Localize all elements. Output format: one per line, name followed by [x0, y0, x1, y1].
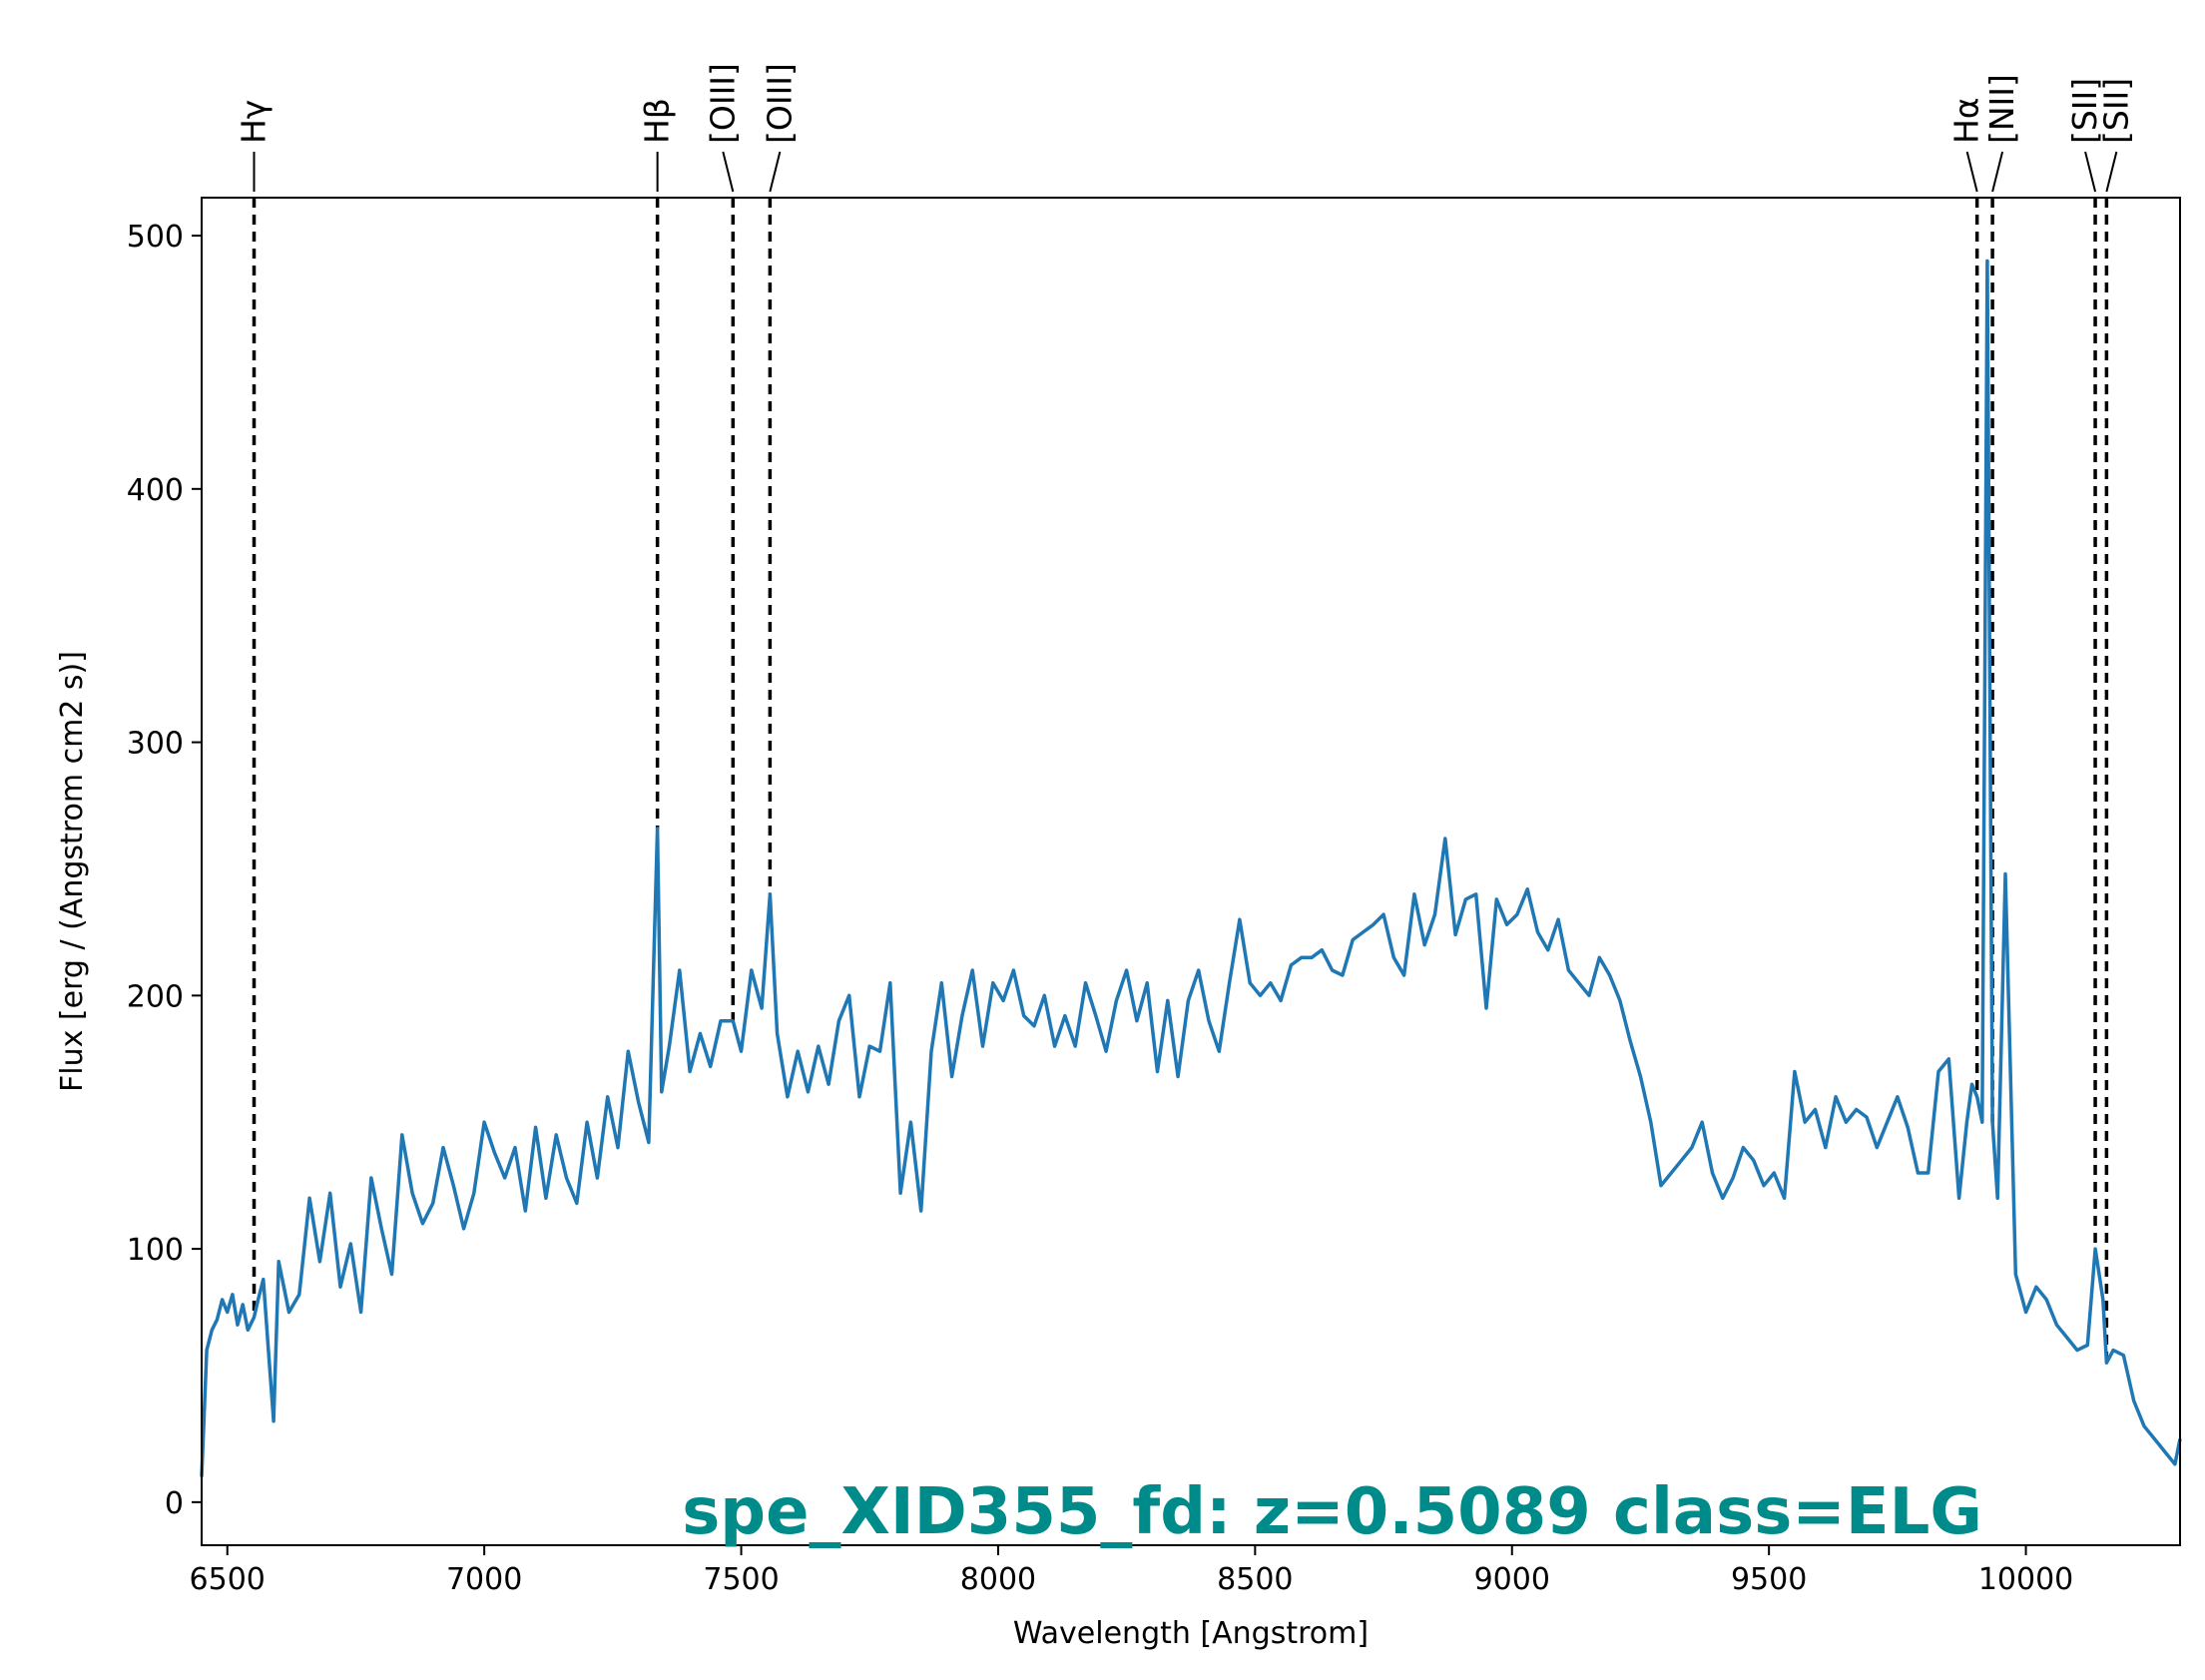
x-axis-ticks: 6500 7000 7500 8000 8500 9000 9500 10000 [190, 1545, 2073, 1597]
emission-line-label: Hβ [638, 98, 677, 144]
y-axis-ticks: 0 100 200 300 400 500 [127, 220, 202, 1521]
y-axis-label: Flux [erg / (Angstrom cm2 s)] [55, 651, 90, 1092]
emission-line-label: [NII] [1982, 74, 2021, 144]
emission-line-markers: Hγ Hβ [OIII] [OIII] Hα[NII] [SII][SII] [235, 63, 2135, 1364]
emission-line-connector [722, 151, 735, 193]
emission-line-label: [OIII] [760, 63, 799, 144]
emission-line-connector [1965, 151, 1978, 193]
plot-area [200, 259, 2182, 1477]
x-tick-label: 9000 [1474, 1562, 1550, 1597]
y-tick-label: 300 [127, 727, 184, 762]
y-tick-label: 500 [127, 220, 184, 255]
y-tick-label: 100 [127, 1233, 184, 1268]
x-tick-label: 7500 [703, 1562, 779, 1597]
emission-line-label: [OIII] [703, 63, 742, 144]
x-tick-label: 6500 [190, 1562, 266, 1597]
emission-line-connector [2084, 151, 2097, 193]
x-axis-label: Wavelength [Angstrom] [1013, 1616, 1369, 1651]
emission-line-connector [769, 151, 782, 193]
emission-line-label: Hα [1947, 97, 1986, 144]
x-tick-label: 8500 [1217, 1562, 1293, 1597]
spectrum-series-line [200, 259, 2182, 1477]
emission-line-label: [SII] [2065, 78, 2104, 144]
y-tick-label: 200 [127, 979, 184, 1014]
emission-line-label: [SII] [2096, 78, 2135, 144]
y-tick-label: 0 [165, 1486, 184, 1521]
y-tick-label: 400 [127, 473, 184, 508]
x-tick-label: 8000 [960, 1562, 1036, 1597]
x-tick-label: 7000 [446, 1562, 522, 1597]
chart-title: spe_XID355_fd: z=0.5089 class=ELG [682, 1475, 1982, 1549]
x-tick-label: 10000 [1978, 1562, 2073, 1597]
x-tick-label: 9500 [1731, 1562, 1807, 1597]
emission-line-label: Hγ [235, 100, 274, 144]
axes-frame [201, 197, 2181, 1546]
emission-line-connector [2105, 151, 2118, 193]
emission-line-connector [1991, 151, 2004, 193]
